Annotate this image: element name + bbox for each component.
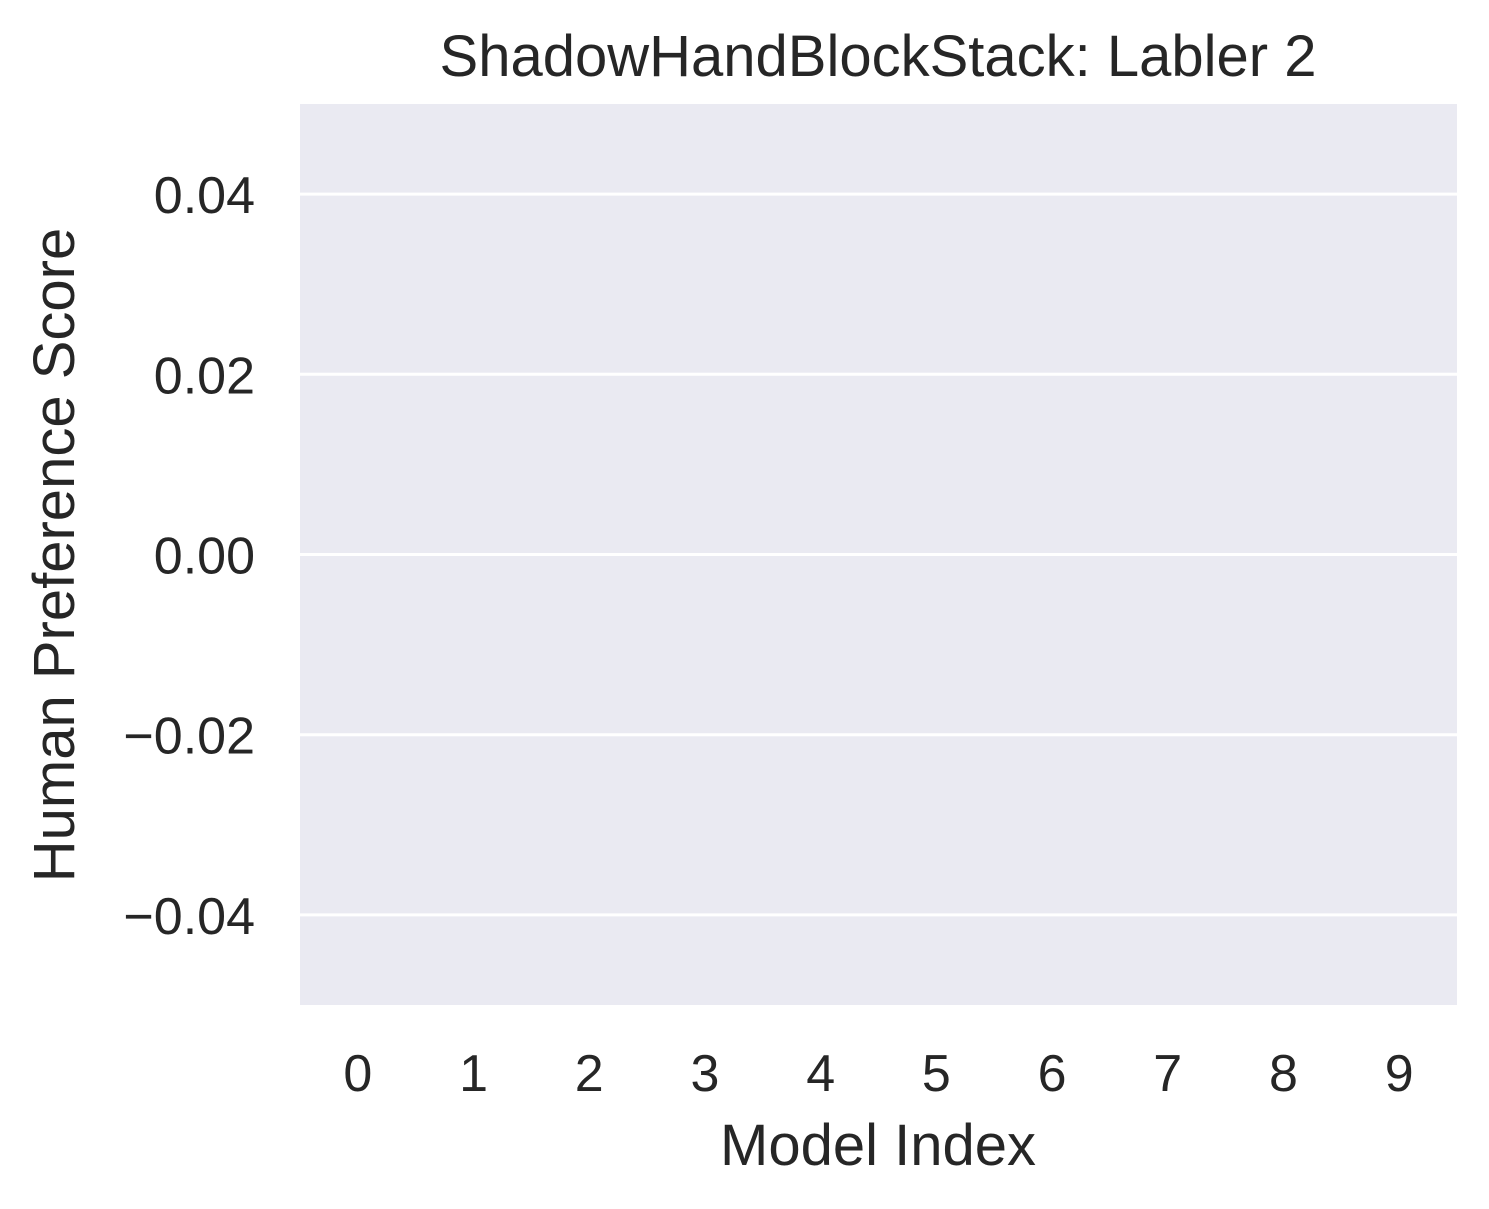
gridlines	[300, 192, 1457, 917]
y-tick-label: 0.00	[154, 528, 255, 586]
y-axis-label: Human Preference Score	[22, 228, 87, 882]
x-tick-label: 8	[1269, 1045, 1298, 1103]
x-tick-label: 1	[459, 1045, 488, 1103]
x-tick-label: 3	[690, 1045, 719, 1103]
x-tick-label: 0	[343, 1045, 372, 1103]
chart-title: ShadowHandBlockStack: Labler 2	[440, 24, 1317, 89]
x-tick-label: 4	[806, 1045, 835, 1103]
y-tick-label: −0.04	[123, 888, 255, 946]
x-tick-label: 7	[1153, 1045, 1182, 1103]
x-axis-ticks: 0 1 2 3 4 5 6 7 8 9	[343, 1045, 1413, 1103]
y-tick-label: 0.02	[154, 347, 255, 405]
x-tick-label: 6	[1038, 1045, 1067, 1103]
x-tick-label: 2	[575, 1045, 604, 1103]
y-tick-label: 0.04	[154, 167, 255, 225]
y-axis-ticks: −0.04 −0.02 0.00 0.02 0.04	[123, 167, 255, 946]
x-tick-label: 9	[1385, 1045, 1414, 1103]
x-axis-label: Model Index	[720, 1113, 1036, 1178]
x-tick-label: 5	[922, 1045, 951, 1103]
y-tick-label: −0.02	[123, 708, 255, 766]
